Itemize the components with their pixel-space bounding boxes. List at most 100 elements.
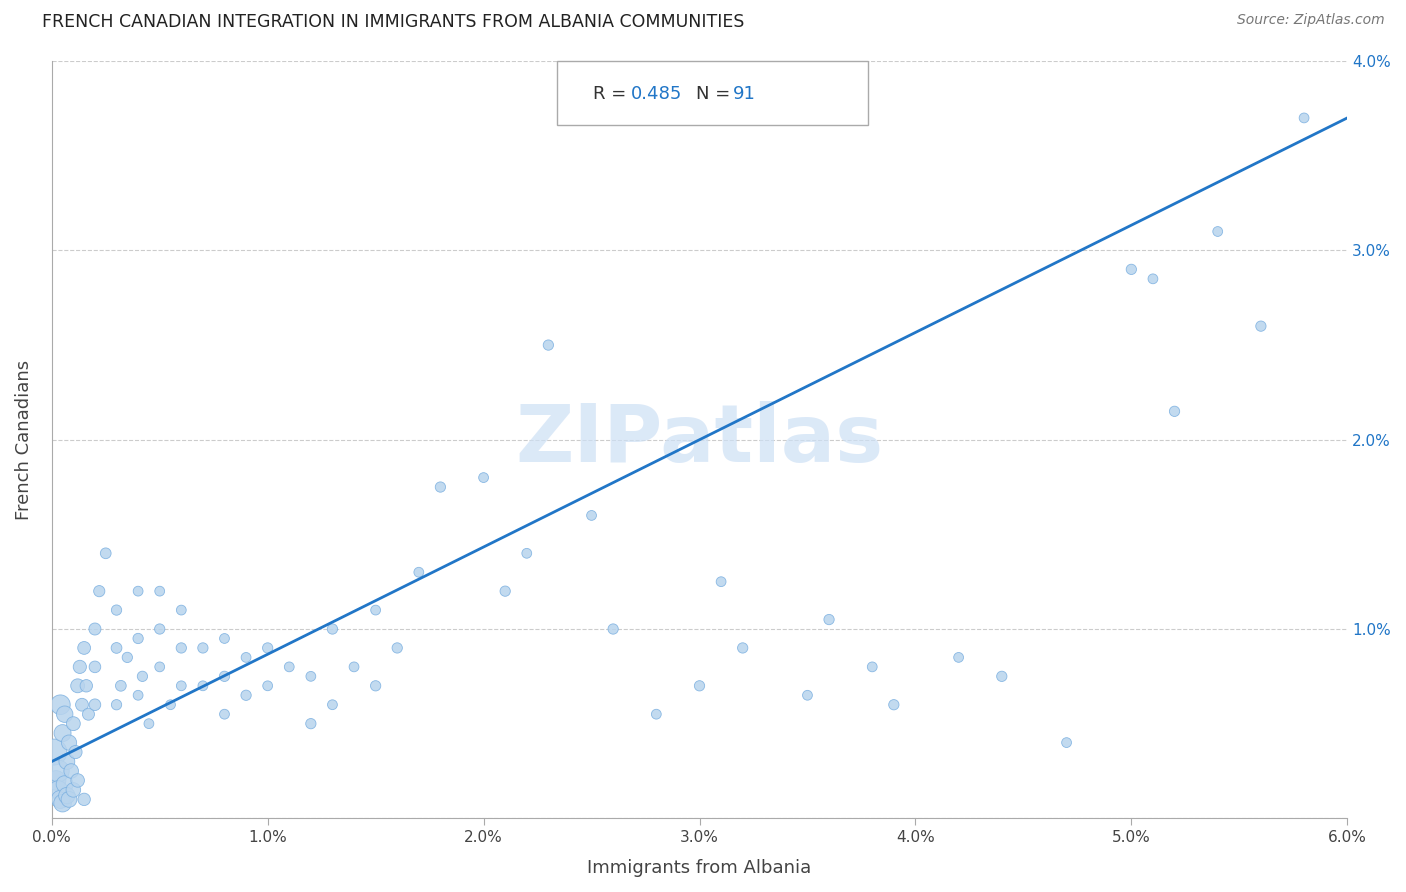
FancyBboxPatch shape bbox=[557, 62, 868, 126]
Point bbox=[1056, 735, 1078, 749]
Text: FRENCH CANADIAN INTEGRATION IN IMMIGRANTS FROM ALBANIA COMMUNITIES: FRENCH CANADIAN INTEGRATION IN IMMIGRANT… bbox=[42, 13, 745, 31]
Point bbox=[214, 669, 236, 683]
Point bbox=[66, 679, 89, 693]
Point bbox=[516, 546, 538, 560]
Point bbox=[105, 640, 128, 655]
Point bbox=[537, 338, 560, 352]
Point bbox=[645, 707, 668, 722]
Point bbox=[62, 716, 84, 731]
Point bbox=[62, 783, 84, 797]
Point bbox=[256, 640, 278, 655]
Point bbox=[299, 669, 322, 683]
Point bbox=[796, 688, 818, 702]
Point bbox=[1250, 319, 1272, 334]
Point bbox=[408, 566, 430, 580]
Point bbox=[53, 707, 76, 722]
Point bbox=[321, 698, 343, 712]
Point bbox=[1163, 404, 1185, 418]
Point bbox=[991, 669, 1014, 683]
Text: Source: ZipAtlas.com: Source: ZipAtlas.com bbox=[1237, 13, 1385, 28]
Point bbox=[138, 716, 160, 731]
Point bbox=[105, 698, 128, 712]
Point bbox=[214, 707, 236, 722]
Point bbox=[364, 679, 387, 693]
Text: 0.485: 0.485 bbox=[631, 85, 682, 103]
Point bbox=[65, 745, 87, 759]
Point bbox=[75, 679, 97, 693]
Text: R =: R = bbox=[593, 85, 633, 103]
Point bbox=[581, 508, 603, 523]
Point bbox=[170, 603, 193, 617]
Point bbox=[1121, 262, 1143, 277]
Point bbox=[45, 773, 67, 788]
Point bbox=[149, 660, 172, 674]
Point bbox=[117, 650, 139, 665]
Point bbox=[51, 796, 73, 810]
Point bbox=[73, 792, 96, 806]
Point bbox=[429, 480, 451, 494]
Point bbox=[159, 698, 181, 712]
Point bbox=[170, 679, 193, 693]
Point bbox=[84, 698, 107, 712]
Point bbox=[818, 613, 841, 627]
Point bbox=[602, 622, 624, 636]
Point bbox=[321, 622, 343, 636]
Point bbox=[60, 764, 83, 778]
Point bbox=[278, 660, 301, 674]
Y-axis label: French Canadians: French Canadians bbox=[15, 359, 32, 520]
Point bbox=[66, 773, 89, 788]
Point bbox=[387, 640, 409, 655]
Point bbox=[53, 777, 76, 791]
Point bbox=[689, 679, 711, 693]
Point bbox=[127, 688, 149, 702]
Point bbox=[56, 789, 79, 803]
Point bbox=[56, 755, 79, 769]
Point bbox=[948, 650, 970, 665]
Point bbox=[1294, 111, 1316, 125]
Point bbox=[170, 640, 193, 655]
Point bbox=[149, 622, 172, 636]
Point bbox=[710, 574, 733, 589]
Point bbox=[883, 698, 905, 712]
Point bbox=[105, 603, 128, 617]
Point bbox=[58, 792, 80, 806]
Point bbox=[472, 470, 495, 484]
Point bbox=[46, 764, 69, 778]
Point bbox=[58, 735, 80, 749]
Point bbox=[1142, 272, 1164, 286]
Point bbox=[49, 792, 72, 806]
Point bbox=[127, 584, 149, 599]
Point bbox=[131, 669, 153, 683]
Point bbox=[127, 632, 149, 646]
Text: 91: 91 bbox=[733, 85, 756, 103]
Point bbox=[49, 698, 72, 712]
Point bbox=[731, 640, 754, 655]
Text: ZIPatlas: ZIPatlas bbox=[516, 401, 883, 479]
Point bbox=[84, 660, 107, 674]
Point bbox=[73, 640, 96, 655]
Point bbox=[299, 716, 322, 731]
Text: N =: N = bbox=[696, 85, 735, 103]
Point bbox=[256, 679, 278, 693]
Point bbox=[235, 650, 257, 665]
Point bbox=[70, 698, 93, 712]
Point bbox=[494, 584, 516, 599]
Point bbox=[364, 603, 387, 617]
X-axis label: Immigrants from Albania: Immigrants from Albania bbox=[588, 859, 811, 877]
Point bbox=[191, 640, 214, 655]
Point bbox=[89, 584, 111, 599]
Point bbox=[191, 679, 214, 693]
Point bbox=[69, 660, 91, 674]
Point bbox=[860, 660, 883, 674]
Point bbox=[343, 660, 366, 674]
Point bbox=[84, 622, 107, 636]
Point bbox=[214, 632, 236, 646]
Point bbox=[110, 679, 132, 693]
Point bbox=[51, 726, 73, 740]
Point bbox=[46, 783, 69, 797]
Point bbox=[149, 584, 172, 599]
Point bbox=[94, 546, 117, 560]
Point bbox=[235, 688, 257, 702]
Point bbox=[42, 745, 65, 759]
Point bbox=[1206, 225, 1229, 239]
